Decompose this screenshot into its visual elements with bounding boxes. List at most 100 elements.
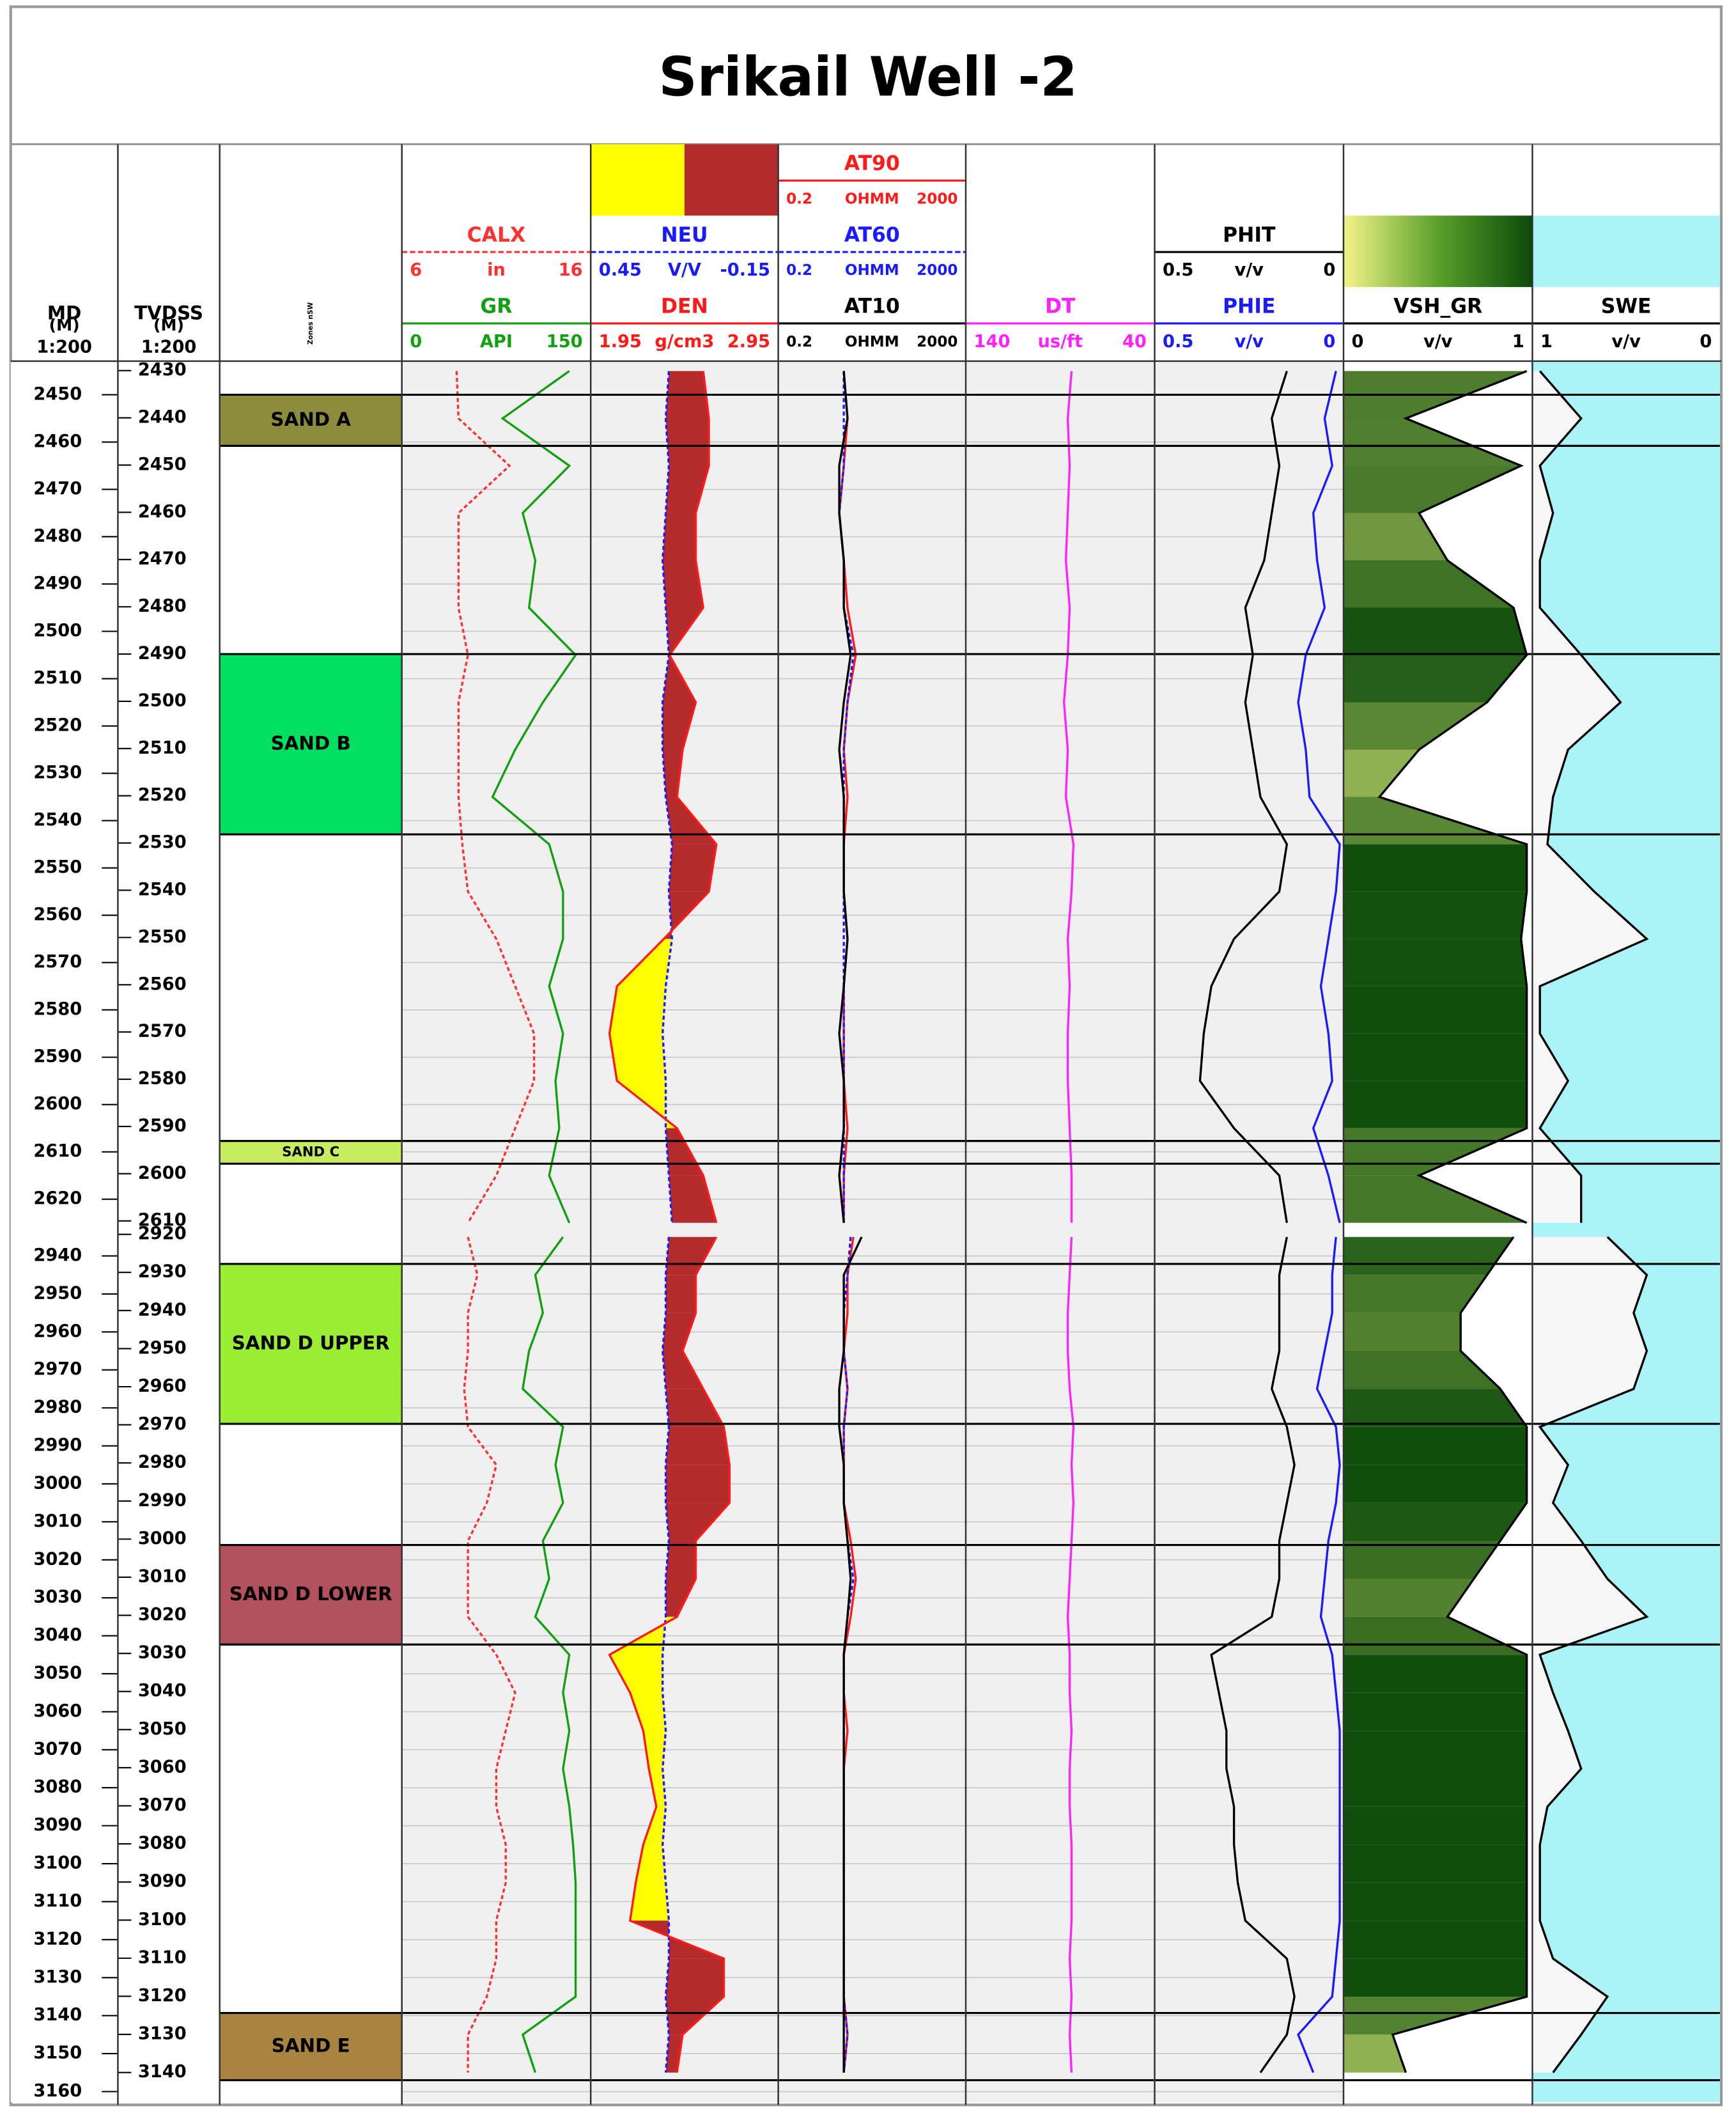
crossover-fill	[665, 1426, 730, 1465]
md-tick-label: 3060	[33, 1701, 82, 1721]
log-curve	[1066, 1236, 1075, 2073]
vsh-fill	[1343, 1958, 1527, 1997]
log-curve	[1538, 1236, 1649, 2073]
md-header: MD	[47, 302, 82, 324]
track-background	[778, 361, 966, 2103]
scale-min: 1.95	[599, 332, 642, 352]
vsh-fill	[1343, 1731, 1527, 1769]
vsh-fill	[1343, 939, 1527, 986]
crossover-fill	[665, 1502, 730, 1541]
md-tick-label: 2600	[33, 1094, 82, 1114]
md-tick-label: 2960	[33, 1322, 82, 1341]
log-curve	[1297, 371, 1341, 1224]
scale-max: 150	[546, 332, 583, 352]
tvdss-unit: (M)	[153, 316, 184, 334]
scale-unit: v/v	[1234, 332, 1264, 352]
scale-max: 2000	[917, 262, 957, 279]
scale-max: 2.95	[727, 332, 770, 352]
curve-name: DEN	[661, 295, 708, 318]
crossover-fill	[630, 1882, 669, 1921]
tvdss-header: TVDSS	[134, 302, 203, 324]
vsh-fill	[1343, 1275, 1487, 1313]
scale-max: 40	[1122, 332, 1147, 352]
vsh-fill	[1343, 986, 1527, 1034]
md-tick-label: 3160	[33, 2081, 82, 2101]
log-curve	[491, 370, 577, 1224]
crossover-fill	[649, 1768, 666, 1807]
tvdss-tick-label: 2540	[138, 880, 187, 900]
tvdss-tick-label: 2970	[138, 1414, 187, 1434]
log-curve	[608, 371, 718, 1224]
tvdss-tick-label: 3000	[138, 1529, 187, 1548]
md-tick-label: 2520	[33, 715, 82, 735]
vsh-fill	[1343, 607, 1527, 655]
scale-max: -0.15	[720, 260, 771, 280]
vsh-fill	[1343, 1389, 1527, 1427]
scale-max: 0	[1323, 260, 1335, 280]
log-curve	[1377, 370, 1528, 1224]
md-tick-label: 2470	[33, 479, 82, 499]
header-swatch	[1532, 215, 1720, 287]
md-tick-label: 3050	[33, 1663, 82, 1683]
tvdss-tick-label: 3010	[138, 1566, 187, 1586]
tvdss-tick-label: 3070	[138, 1795, 187, 1815]
log-curve	[455, 371, 536, 1224]
md-tick-label: 3110	[33, 1891, 82, 1911]
vsh-fill	[1343, 1502, 1527, 1541]
tvdss-tick-label: 2470	[138, 549, 187, 569]
tvdss-tick-label: 2530	[138, 832, 187, 852]
scale-min: 0.45	[599, 260, 642, 280]
crossover-fill	[635, 1844, 666, 1883]
tvdss-tick-label: 3090	[138, 1871, 187, 1891]
crossover-fill	[662, 560, 704, 608]
crossover-fill	[665, 418, 709, 466]
vsh-fill	[1343, 1541, 1501, 1579]
crossover-fill	[665, 1275, 696, 1313]
scale-unit: v/v	[1234, 260, 1264, 280]
md-tick-label: 2500	[33, 621, 82, 641]
track-background	[1532, 361, 1720, 2103]
crossover-fill	[617, 939, 672, 986]
header-swatch	[591, 144, 685, 216]
scale-unit: OHMM	[845, 262, 899, 279]
tvdss-tick-label: 2460	[138, 502, 187, 522]
tvdss-tick-label: 2980	[138, 1453, 187, 1472]
vsh-fill	[1343, 844, 1527, 892]
plot-area: 2450 2460 2470 2480 2490 2500 2510 2520 2530 2540…	[10, 360, 1720, 2103]
scale-unit: us/ft	[1038, 332, 1083, 352]
tvdss-tick-label: 3130	[138, 2024, 187, 2044]
log-curve	[661, 371, 674, 1223]
zone	[219, 654, 402, 835]
crossover-fill	[665, 1389, 724, 1427]
md-tick-label: 3100	[33, 1853, 82, 1873]
header-swatch	[1343, 215, 1533, 287]
tvdss-tick-label: 2580	[138, 1069, 187, 1089]
md-unit: (M)	[49, 316, 80, 334]
header-swatch	[684, 144, 779, 216]
vsh-fill	[1343, 465, 1521, 513]
md-tick-label: 2990	[33, 1435, 82, 1455]
tvdss-tick-label: 2520	[138, 785, 187, 805]
zone-label: SAND B	[271, 732, 351, 754]
scale-min: 0.2	[786, 262, 812, 279]
log-curve	[838, 1236, 863, 2073]
zone	[219, 1141, 402, 1164]
curve-name: NEU	[661, 224, 708, 247]
log-curve	[838, 371, 852, 1223]
swe-fill	[1532, 371, 1647, 1223]
vsh-fill	[1343, 1806, 1527, 1845]
crossover-fill	[662, 513, 696, 561]
vsh-fill	[1343, 655, 1527, 703]
crossover-fill	[669, 1175, 717, 1223]
vsh-fill	[1343, 1080, 1527, 1128]
vsh-fill	[1343, 1579, 1474, 1617]
scale-min: 6	[410, 260, 422, 280]
scale-unit: v/v	[1611, 332, 1641, 352]
tvdss-tick-label: 2490	[138, 643, 187, 663]
vsh-fill	[1343, 702, 1487, 750]
md-tick-label: 3140	[33, 2005, 82, 2025]
tvdss-tick-label: 3110	[138, 1947, 187, 1967]
md-tick-label: 2480	[33, 526, 82, 546]
